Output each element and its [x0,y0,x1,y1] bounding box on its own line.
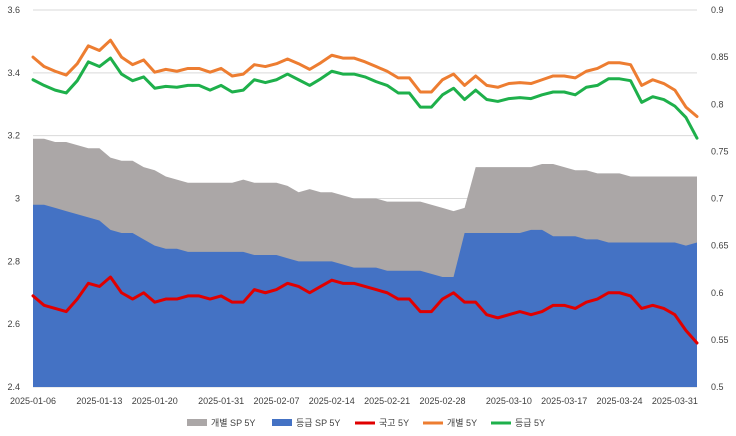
legend-swatch [187,419,207,426]
y-right-tick-label: 0.75 [711,146,729,156]
y-right-tick-label: 0.85 [711,52,729,62]
x-tick-label: 2025-03-31 [652,396,698,406]
line-series [31,38,699,345]
x-tick-label: 2025-02-28 [419,396,465,406]
legend-label: 등급 SP 5Y [296,418,340,428]
y-left-tick-label: 3.2 [7,131,20,141]
y-left-tick-label: 2.6 [7,319,20,329]
x-tick-label: 2025-01-06 [10,396,56,406]
x-tick-label: 2025-01-13 [76,396,122,406]
legend-swatch [272,419,292,426]
legend-label: 국고 5Y [379,418,409,428]
x-tick-label: 2025-03-17 [541,396,587,406]
x-tick-label: 2025-02-14 [309,396,355,406]
y-right-tick-label: 0.8 [711,99,724,109]
x-tick-label: 2025-03-10 [486,396,532,406]
y-left-tick-label: 2.4 [7,382,20,392]
y-right-tick-label: 0.7 [711,194,724,204]
line-등급-5Y [31,56,699,140]
y-right-tick-label: 0.65 [711,241,729,251]
y-right-tick-label: 0.5 [711,382,724,392]
legend-label: 개별 5Y [447,418,477,428]
y-right-tick-label: 0.55 [711,335,729,345]
x-tick-label: 2025-02-21 [364,396,410,406]
legend-label: 등급 5Y [515,418,545,428]
line-국고-5Y [31,275,699,345]
legend-label: 개별 SP 5Y [211,418,255,428]
x-tick-label: 2025-01-20 [132,396,178,406]
axes: 2.4 2.6 2.8 3 3.2 3.4 3.6 0.5 0.55 0.6 0.65 0.7 0.75… [7,5,728,406]
line-개별-5Y [31,38,699,118]
x-tick-label: 2025-02-07 [253,396,299,406]
x-tick-label: 2025-03-24 [597,396,643,406]
area-series [33,138,697,387]
area-등급-SP-5Y [33,204,697,387]
y-right-tick-label: 0.6 [711,288,724,298]
y-left-tick-label: 2.8 [7,256,20,266]
y-right-tick-label: 0.9 [711,5,724,15]
legend: 개별 SP 5Y 등급 SP 5Y 국고 5Y 개별 5Y 등급 5Y [187,418,545,428]
x-tick-label: 2025-01-31 [198,396,244,406]
y-left-tick-label: 3.6 [7,5,20,15]
y-left-tick-label: 3 [15,194,20,204]
y-left-tick-label: 3.4 [7,68,20,78]
